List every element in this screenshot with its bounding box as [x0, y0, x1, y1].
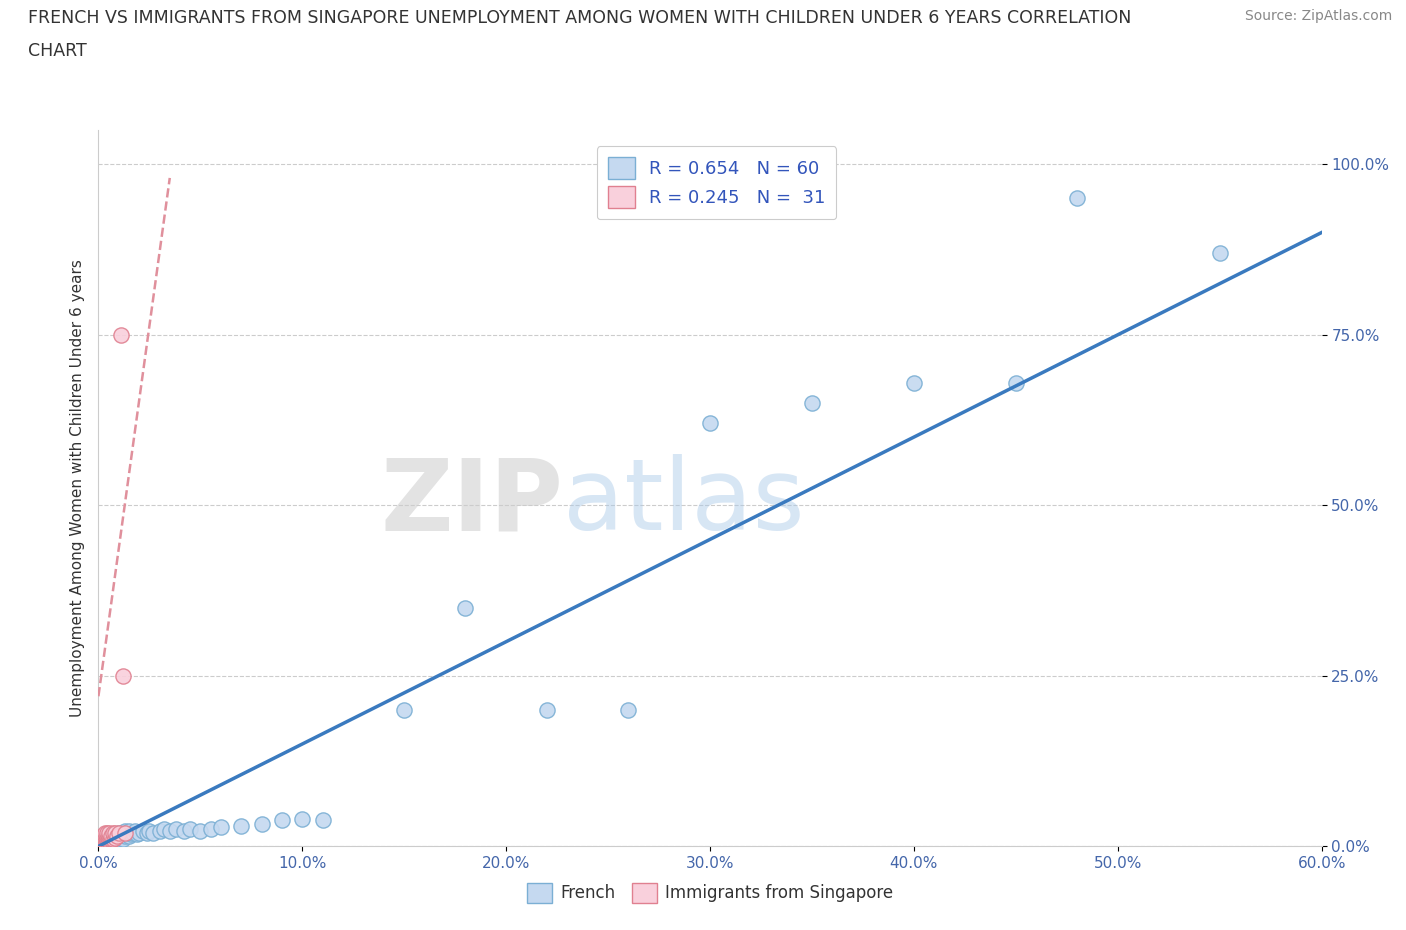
Point	[105, 830, 128, 845]
Point	[96, 829, 118, 844]
Point	[165, 822, 187, 837]
Point	[96, 829, 118, 844]
Point	[120, 827, 142, 842]
Point	[111, 669, 134, 684]
Point	[231, 818, 253, 833]
Point	[89, 833, 111, 848]
Point	[1066, 191, 1088, 206]
Point	[101, 832, 124, 847]
Point	[108, 825, 131, 840]
Point	[1004, 375, 1026, 390]
Point	[104, 830, 127, 845]
Point	[96, 833, 118, 848]
Point	[1209, 246, 1232, 260]
Point	[93, 833, 115, 848]
Point	[93, 832, 115, 847]
Point	[617, 702, 640, 717]
Point	[392, 702, 416, 717]
Point	[89, 835, 111, 850]
Point	[127, 827, 149, 842]
Point	[100, 829, 122, 844]
Text: Source: ZipAtlas.com: Source: ZipAtlas.com	[1244, 9, 1392, 23]
Point	[132, 824, 155, 839]
Point	[104, 829, 127, 844]
Point	[138, 824, 160, 839]
Point	[149, 824, 172, 839]
Point	[118, 829, 141, 844]
Point	[250, 817, 273, 832]
Point	[142, 825, 165, 840]
Legend: French, Immigrants from Singapore: French, Immigrants from Singapore	[520, 876, 900, 910]
Point	[93, 832, 115, 847]
Point	[97, 832, 120, 847]
Point	[200, 822, 222, 837]
Point	[100, 832, 122, 847]
Point	[91, 832, 114, 847]
Point	[152, 822, 174, 837]
Point	[91, 833, 114, 848]
Point	[536, 702, 558, 717]
Point	[122, 825, 145, 840]
Point	[903, 375, 925, 390]
Point	[96, 832, 118, 847]
Point	[136, 825, 159, 840]
Text: CHART: CHART	[28, 42, 87, 60]
Point	[291, 812, 314, 827]
Point	[270, 813, 294, 828]
Point	[110, 830, 132, 845]
Point	[312, 813, 335, 828]
Point	[96, 825, 118, 840]
Point	[114, 825, 136, 840]
Point	[114, 829, 136, 844]
Point	[108, 829, 131, 844]
Point	[108, 825, 131, 840]
Point	[209, 819, 232, 834]
Point	[188, 824, 212, 839]
Point	[97, 829, 120, 844]
Point	[118, 824, 141, 839]
Point	[801, 395, 824, 410]
Point	[114, 824, 136, 839]
Point	[93, 825, 115, 840]
Point	[97, 825, 120, 840]
Point	[91, 835, 114, 850]
Point	[110, 327, 132, 342]
Point	[101, 832, 124, 847]
Point	[159, 824, 181, 839]
Text: FRENCH VS IMMIGRANTS FROM SINGAPORE UNEMPLOYMENT AMONG WOMEN WITH CHILDREN UNDER: FRENCH VS IMMIGRANTS FROM SINGAPORE UNEM…	[28, 9, 1132, 27]
Point	[100, 832, 122, 847]
Point	[173, 824, 195, 839]
Point	[105, 829, 128, 844]
Point	[179, 822, 201, 837]
Point	[97, 833, 120, 848]
Point	[104, 825, 127, 840]
Y-axis label: Unemployment Among Women with Children Under 6 years: Unemployment Among Women with Children U…	[69, 259, 84, 717]
Point	[124, 824, 146, 839]
Point	[91, 832, 114, 847]
Point	[97, 829, 120, 844]
Point	[96, 832, 118, 847]
Point	[89, 830, 111, 845]
Point	[101, 825, 124, 840]
Point	[93, 829, 115, 844]
Point	[128, 825, 150, 840]
Point	[108, 832, 131, 847]
Point	[97, 832, 120, 847]
Point	[104, 832, 127, 847]
Point	[115, 827, 138, 842]
Point	[699, 416, 721, 431]
Text: atlas: atlas	[564, 454, 804, 551]
Point	[91, 829, 114, 844]
Point	[93, 835, 115, 850]
Point	[100, 830, 122, 845]
Text: ZIP: ZIP	[381, 454, 564, 551]
Point	[454, 600, 477, 615]
Point	[101, 829, 124, 844]
Point	[111, 832, 134, 847]
Point	[100, 827, 122, 842]
Point	[105, 827, 128, 842]
Point	[111, 825, 134, 840]
Point	[110, 827, 132, 842]
